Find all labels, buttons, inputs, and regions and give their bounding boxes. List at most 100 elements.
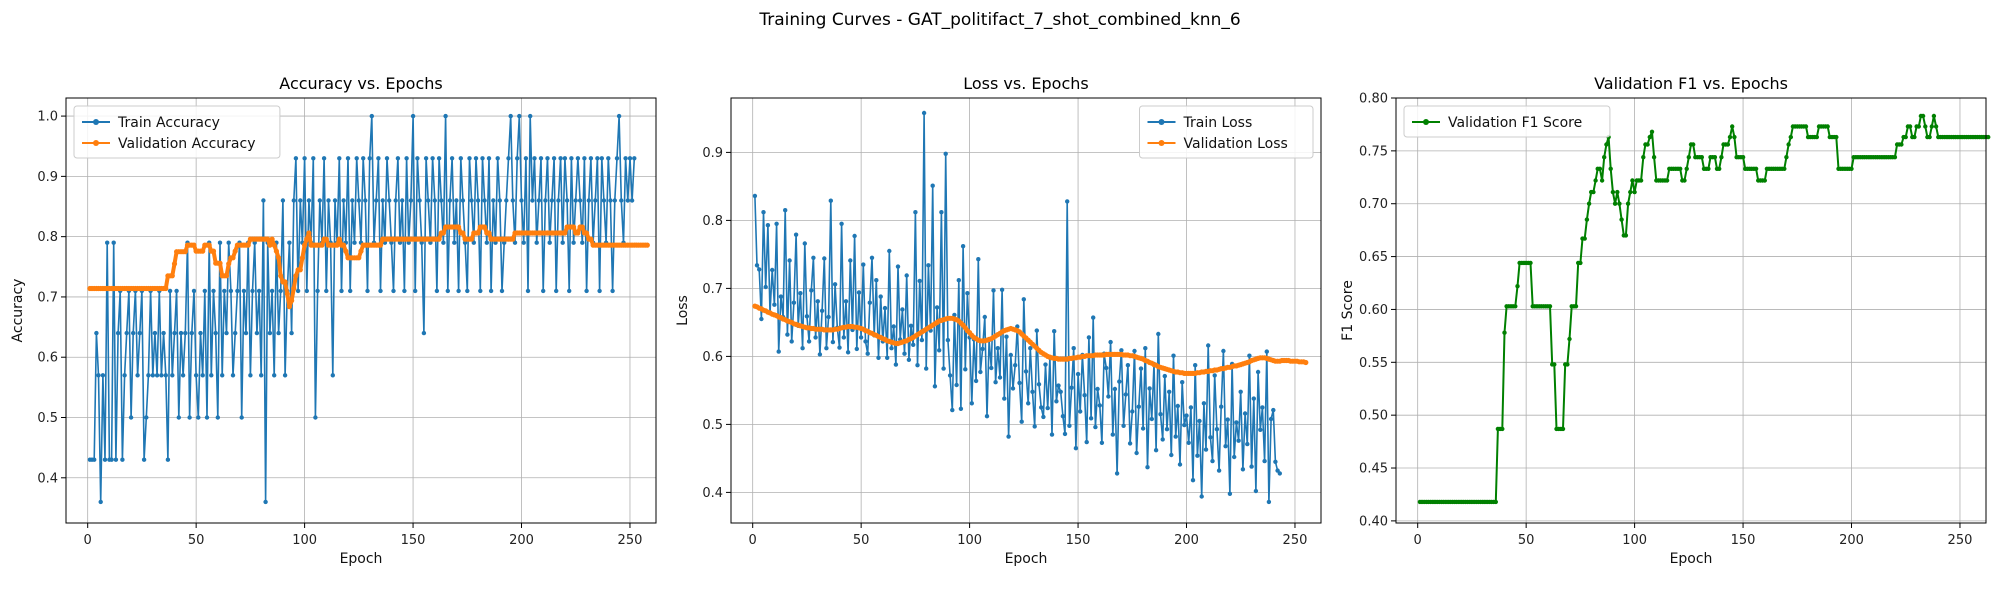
y-axis-label: F1 Score	[1340, 280, 1356, 341]
data-point	[495, 156, 500, 161]
data-point	[1493, 499, 1499, 505]
data-point	[785, 332, 790, 337]
data-point	[560, 240, 565, 245]
data-point	[1608, 166, 1613, 171]
data-point	[267, 330, 273, 336]
data-point	[772, 302, 777, 307]
data-point	[250, 288, 255, 294]
data-point	[865, 351, 870, 356]
data-point	[1112, 386, 1118, 392]
data-point	[323, 236, 329, 242]
data-point	[286, 304, 292, 310]
data-point	[256, 288, 262, 294]
data-point	[415, 156, 420, 161]
data-point	[573, 198, 578, 203]
data-point	[1699, 155, 1705, 160]
y-tick-label: 0.7	[702, 282, 723, 297]
data-point	[1177, 462, 1183, 467]
data-point	[763, 284, 768, 290]
data-point	[443, 113, 448, 119]
data-point	[1933, 124, 1939, 129]
data-point	[1127, 441, 1133, 446]
data-point	[1221, 348, 1226, 354]
data-point	[217, 260, 223, 266]
data-point	[1619, 217, 1624, 222]
data-point	[1026, 401, 1031, 406]
data-point	[512, 240, 518, 245]
data-point	[404, 156, 409, 161]
data-point	[519, 198, 524, 203]
data-point	[406, 240, 411, 245]
data-point	[144, 415, 149, 420]
data-point	[1630, 178, 1635, 183]
y-tick-label: 0.70	[1359, 197, 1388, 212]
data-point	[1130, 409, 1135, 414]
y-tick-label: 0.65	[1359, 250, 1388, 265]
data-point	[1730, 124, 1735, 129]
data-point	[1227, 491, 1233, 496]
data-point	[993, 380, 998, 385]
x-tick-label: 200	[509, 533, 534, 548]
data-point	[1140, 426, 1146, 431]
data-point	[629, 198, 635, 203]
data-point	[111, 240, 116, 245]
data-point	[1927, 134, 1932, 140]
data-point	[1268, 416, 1274, 422]
data-point	[1232, 454, 1237, 460]
data-point	[282, 373, 288, 378]
data-point	[302, 242, 308, 248]
data-point	[778, 294, 784, 299]
data-point	[1712, 155, 1718, 160]
data-point	[1664, 178, 1670, 183]
data-point	[819, 308, 825, 313]
data-point	[471, 240, 476, 245]
data-point	[1108, 339, 1113, 345]
data-point	[538, 156, 544, 161]
data-point	[804, 314, 810, 319]
data-point	[976, 257, 981, 262]
data-point	[828, 198, 833, 203]
data-point	[1903, 134, 1908, 140]
data-point	[893, 362, 899, 367]
data-point	[1647, 134, 1653, 140]
data-point	[837, 345, 842, 350]
data-point	[1197, 418, 1202, 424]
y-tick-label: 0.40	[1359, 514, 1388, 529]
data-point	[956, 278, 961, 283]
data-point	[460, 198, 466, 203]
data-point	[1645, 142, 1650, 147]
data-point	[1086, 335, 1092, 340]
data-point	[1649, 129, 1655, 134]
data-point	[822, 256, 827, 261]
data-point	[339, 288, 344, 294]
data-point	[304, 236, 310, 242]
data-point	[1725, 142, 1731, 147]
data-point	[845, 350, 851, 355]
data-point	[1160, 437, 1165, 442]
data-point	[1892, 155, 1898, 160]
data-point	[1006, 434, 1011, 439]
data-point	[809, 288, 814, 293]
data-point	[1251, 396, 1257, 401]
data-point	[1219, 404, 1224, 409]
data-point	[165, 457, 171, 462]
x-tick-label: 50	[188, 533, 205, 548]
data-point	[554, 288, 559, 294]
data-point	[1273, 459, 1278, 464]
data-point	[1156, 331, 1161, 337]
data-point	[848, 258, 853, 263]
data-point	[1628, 189, 1633, 195]
data-point	[1214, 427, 1220, 432]
data-point	[1591, 189, 1596, 195]
data-point	[549, 198, 555, 203]
data-point	[193, 373, 199, 378]
data-point	[1088, 416, 1094, 421]
data-point	[456, 288, 461, 294]
data-point	[954, 382, 959, 388]
data-point	[434, 288, 440, 294]
data-point	[96, 373, 101, 378]
data-point	[271, 242, 277, 248]
data-point	[330, 373, 335, 378]
data-point	[239, 415, 244, 420]
data-point	[1010, 386, 1016, 391]
